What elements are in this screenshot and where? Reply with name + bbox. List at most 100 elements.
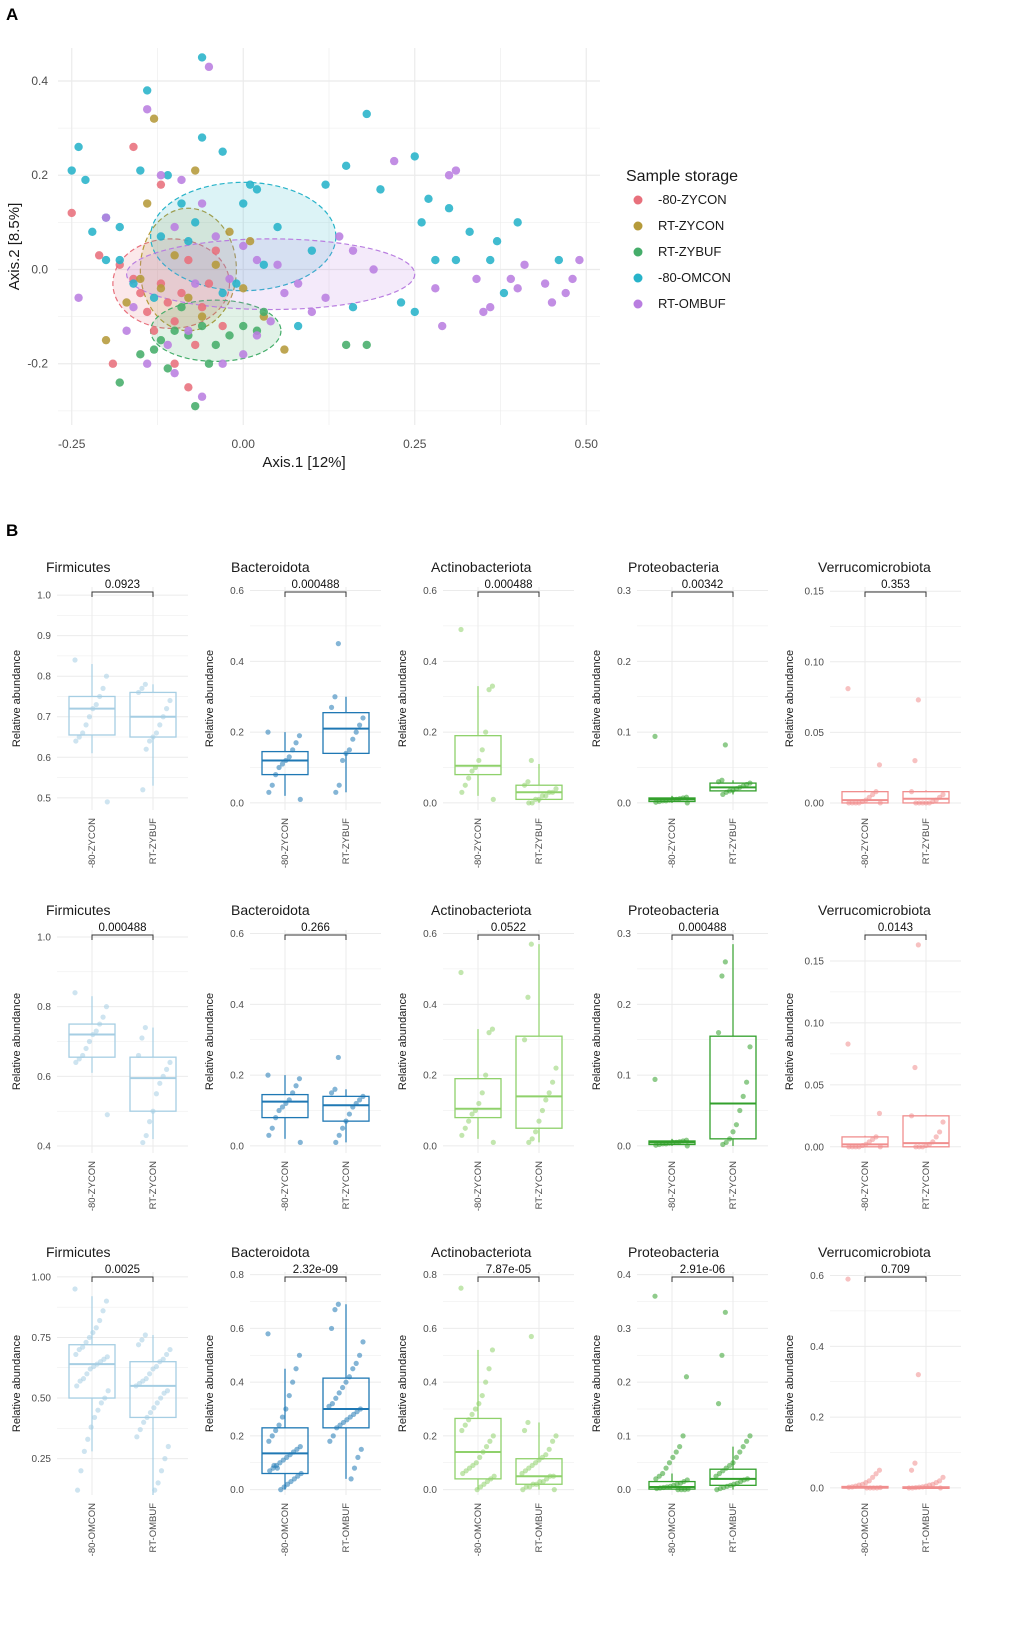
scatter-point	[191, 401, 200, 411]
data-point	[104, 1112, 110, 1118]
data-point	[80, 1052, 86, 1059]
data-point	[164, 1351, 170, 1358]
data-point	[140, 1139, 146, 1146]
scatter-point	[232, 279, 241, 288]
box-iqr	[841, 1136, 889, 1148]
data-point	[97, 1317, 103, 1324]
data-point	[353, 729, 359, 735]
scatter-point	[547, 298, 557, 307]
data-point	[157, 722, 163, 728]
y-tick-label: 0.2	[230, 1431, 244, 1442]
y-axis-title: Relative abundance	[397, 650, 409, 747]
x-tick-label: RT-OMBUF	[534, 1503, 545, 1553]
data-point	[666, 1460, 673, 1466]
scatter-point	[170, 359, 179, 368]
scatter-point	[184, 237, 193, 246]
data-point	[483, 1072, 489, 1078]
panel-a-label: A	[6, 5, 18, 24]
data-point	[333, 1395, 339, 1401]
data-point	[653, 799, 659, 805]
scatter-point	[177, 288, 186, 298]
legend-swatch	[633, 221, 643, 231]
data-point	[675, 1487, 681, 1493]
y-axis-title: Relative abundance	[397, 1335, 409, 1432]
y-tick-label: 0.6	[230, 929, 244, 940]
data-point	[908, 789, 915, 795]
box-iqr	[68, 695, 116, 736]
facet-title-proteobacteria: Proteobacteria	[628, 559, 719, 575]
p-value-label: 0.709	[881, 1264, 910, 1276]
data-point	[157, 1080, 163, 1086]
data-point	[915, 942, 921, 948]
data-point	[553, 786, 559, 792]
data-point	[539, 793, 546, 799]
data-point	[336, 1390, 342, 1396]
scatter-point	[81, 175, 90, 185]
data-point	[360, 1339, 366, 1345]
scatter-point	[438, 321, 447, 331]
data-point	[737, 1107, 743, 1114]
x-tick-label: RT-ZYCON	[341, 1161, 352, 1210]
data-point	[539, 1107, 546, 1114]
data-point	[76, 734, 82, 740]
scatter-point	[239, 199, 248, 208]
scatter-point	[115, 378, 124, 387]
y-tick-label: 0.0	[230, 798, 244, 809]
data-point	[150, 1108, 156, 1114]
scatter-point	[218, 359, 227, 368]
y-tick-label: 0.05	[805, 1080, 825, 1091]
x-tick-label: -80-OMCON	[860, 1503, 871, 1556]
scatter-point	[156, 171, 166, 180]
data-point	[670, 1454, 676, 1460]
data-point	[91, 1414, 98, 1421]
scatter-point	[88, 227, 97, 236]
y-tick-label: 0.00	[805, 798, 825, 809]
x-tick-label: -80-OMCON	[87, 1503, 98, 1556]
data-point	[346, 1374, 352, 1380]
scatter-point	[184, 255, 193, 265]
data-point	[142, 1024, 148, 1031]
scatter-point	[115, 222, 124, 232]
data-point	[266, 1132, 272, 1138]
scatter-point	[431, 255, 440, 265]
scatter-point	[561, 288, 570, 298]
data-point	[469, 1411, 475, 1417]
scatter-point	[211, 246, 220, 255]
y-tick-label: 0.00	[805, 1142, 825, 1153]
scatter-point	[348, 302, 358, 312]
scatter-point	[280, 288, 289, 298]
legend-label: -80-ZYCON	[658, 192, 727, 207]
y-tick-label: 0.8	[37, 672, 51, 683]
x-tick-label: RT-ZYBUF	[728, 818, 739, 864]
data-point	[521, 1037, 528, 1043]
y-tick-label: 0.4	[230, 1000, 244, 1011]
data-point	[462, 1422, 468, 1428]
significance-bracket	[477, 934, 540, 940]
scatter-point	[163, 340, 172, 350]
y-tick-label: -0.2	[27, 357, 48, 371]
data-point	[714, 1487, 720, 1493]
y-tick-label: 0.0	[617, 1141, 631, 1152]
data-point	[142, 1332, 148, 1338]
data-point	[266, 1438, 272, 1444]
data-point	[913, 800, 919, 806]
data-point	[153, 730, 159, 736]
y-tick-label: 0.9	[37, 631, 51, 642]
y-tick-label: 1.00	[32, 1272, 52, 1283]
data-point	[98, 1400, 104, 1406]
y-tick-label: 0.4	[810, 1342, 824, 1353]
data-point	[73, 738, 79, 744]
data-point	[267, 1468, 273, 1474]
data-point	[164, 1066, 170, 1072]
scatter-point	[156, 232, 166, 241]
data-point	[293, 1083, 299, 1089]
scatter-point	[575, 255, 584, 265]
scatter-point	[197, 312, 207, 321]
data-point	[139, 1337, 145, 1343]
scatter-point	[307, 307, 317, 317]
scatter-point	[149, 114, 159, 123]
scatter-point	[280, 345, 289, 354]
scatter-point	[115, 255, 124, 265]
data-point	[490, 1433, 496, 1439]
data-point	[290, 747, 296, 753]
